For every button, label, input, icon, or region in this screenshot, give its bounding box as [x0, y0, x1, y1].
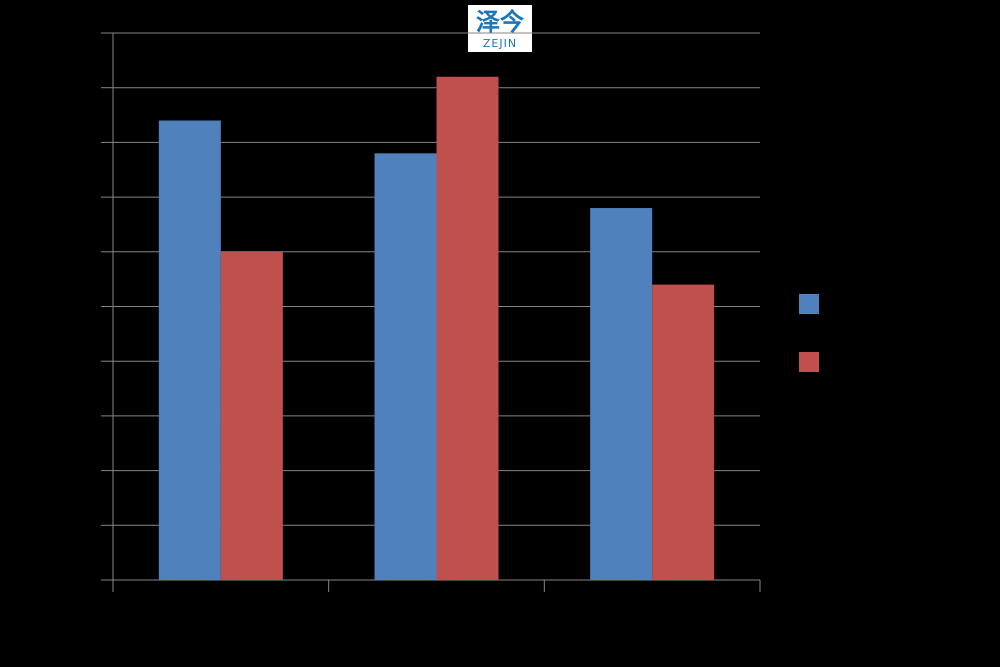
bar	[436, 76, 499, 580]
logo-box	[468, 5, 532, 52]
bar	[652, 284, 715, 580]
bar	[590, 208, 653, 581]
legend-swatch	[799, 352, 819, 372]
bar	[374, 153, 437, 580]
bar	[220, 251, 283, 581]
bar	[158, 120, 221, 581]
legend-swatch	[799, 294, 819, 314]
logo-sub: ZEJIN	[483, 37, 517, 50]
logo-main: 泽今	[476, 8, 524, 36]
